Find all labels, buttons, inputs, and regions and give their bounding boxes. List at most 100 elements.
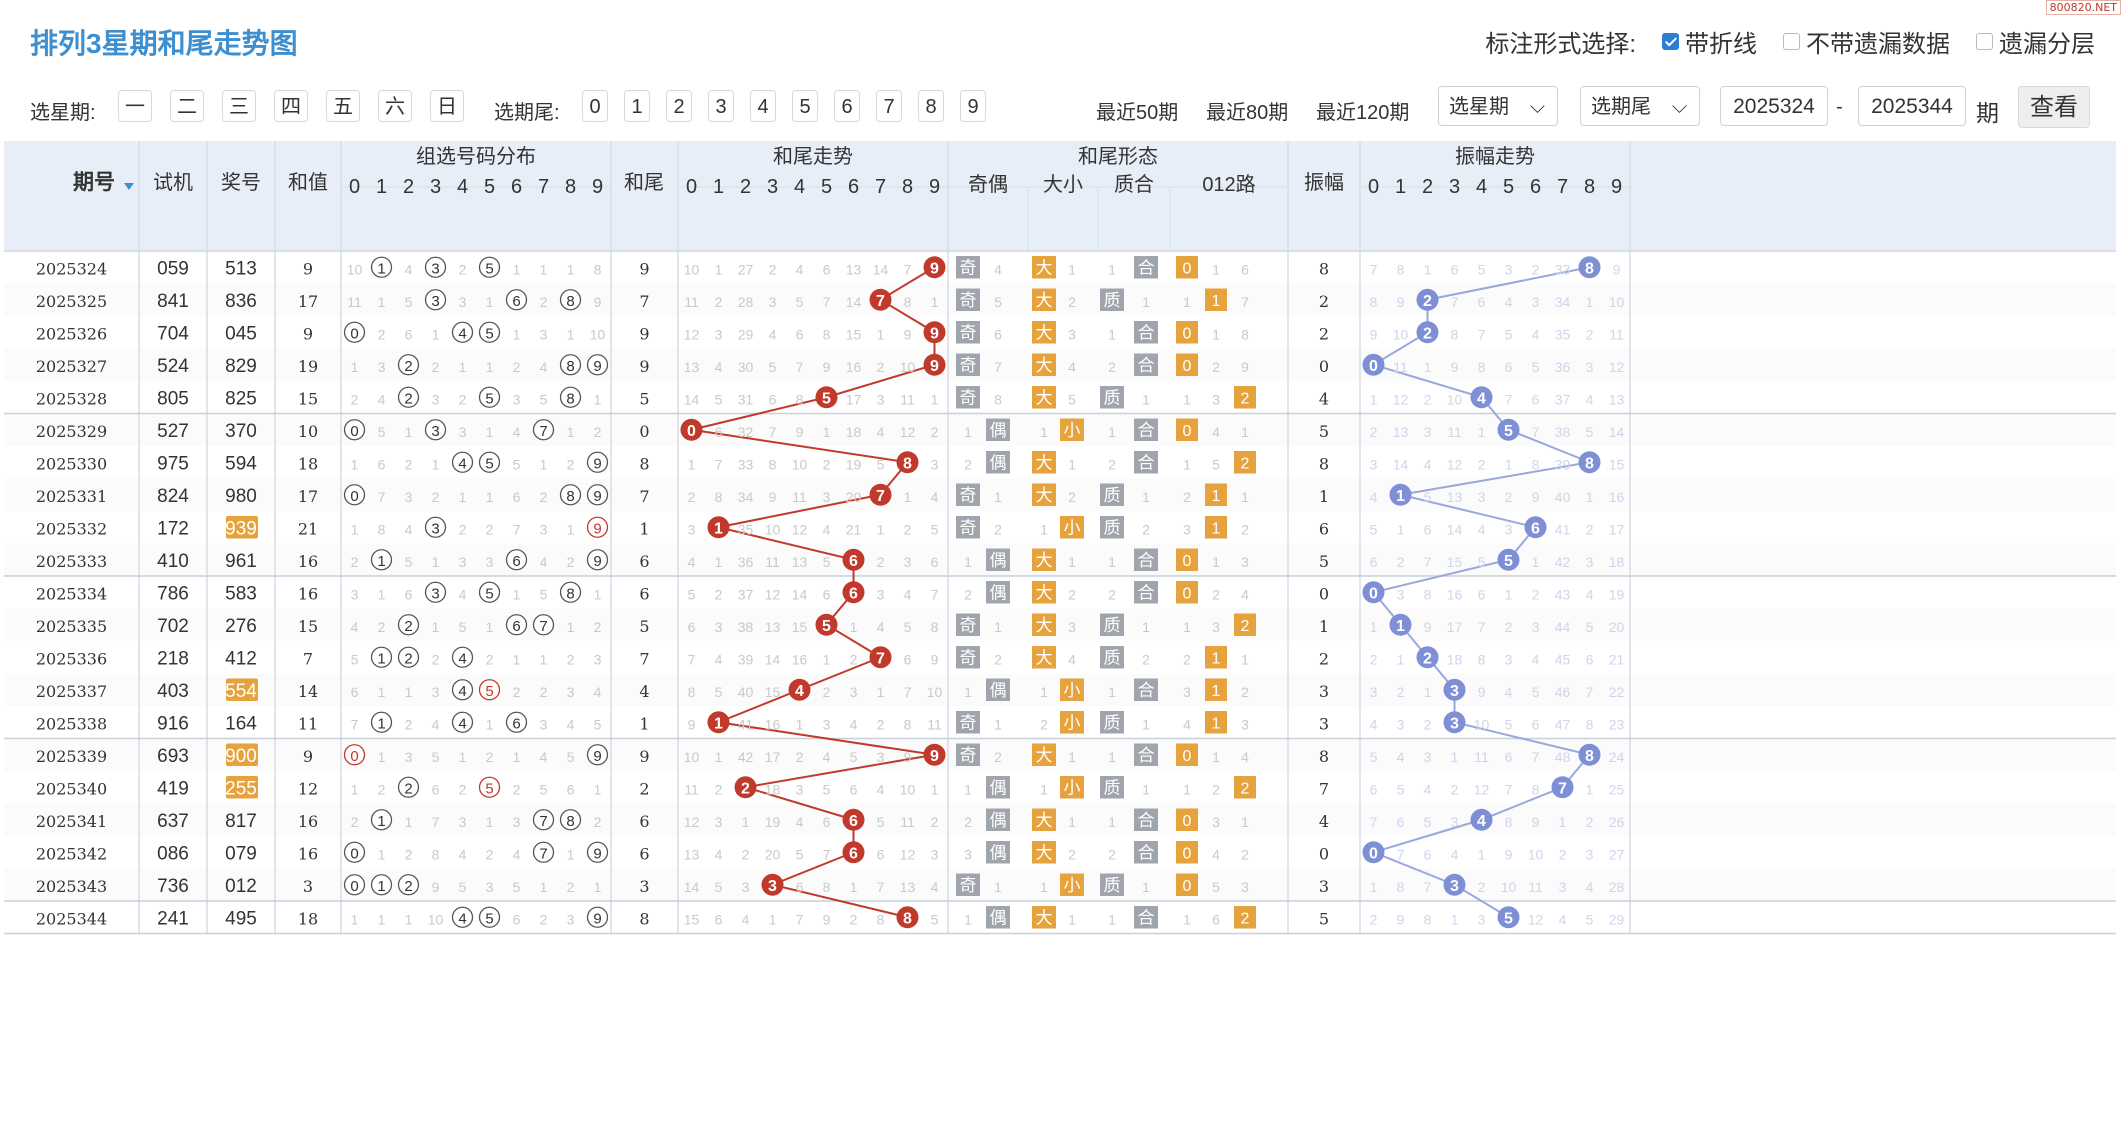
tail-trend-ball (707, 516, 730, 539)
amplitude-trend-ball-digit: 8 (1585, 260, 1594, 277)
view-button[interactable]: 查看 (2018, 86, 2090, 128)
option-polyline[interactable]: 带折线 (1662, 24, 1757, 59)
tail-trend-miss: 5 (904, 619, 912, 635)
amplitude-trend-miss: 18 (1609, 554, 1625, 570)
to-period-input[interactable]: 2025344 (1858, 86, 1966, 126)
big-small-miss: 3 (1068, 326, 1076, 342)
from-period-input[interactable]: 2025324 (1720, 86, 1828, 126)
amplitude-trend-ball-digit: 8 (1585, 748, 1594, 765)
checkbox-icon[interactable] (1662, 33, 1679, 50)
tail-trend-miss: 4 (877, 424, 885, 440)
prime-composite-miss: 2 (1108, 456, 1116, 472)
big-small-miss: 4 (1068, 651, 1076, 667)
tail-value-cell: 1 (639, 519, 649, 538)
prize-number-cell: 012 (225, 876, 257, 897)
range-dash: - (1836, 96, 1843, 118)
amplitude-trend-miss: 9 (1613, 261, 1621, 277)
tail-button-1[interactable]: 1 (624, 90, 650, 122)
amplitude-trend-ball-digit: 3 (1450, 878, 1459, 895)
amplitude-trend-ball-digit: 1 (1396, 618, 1405, 635)
amplitude-trend-miss: 28 (1609, 879, 1625, 895)
test-number-cell: 824 (157, 486, 189, 507)
tail-button-2[interactable]: 2 (666, 90, 692, 122)
tail-trend-miss: 2 (877, 359, 885, 375)
road-miss: 7 (1241, 294, 1249, 310)
tail-trend-miss: 9 (904, 326, 912, 342)
amplitude-trend-miss: 2 (1397, 554, 1405, 570)
select-week-dropdown[interactable]: 选星期 ⌵ (1438, 86, 1558, 126)
amplitude-trend-miss: 6 (1478, 586, 1486, 602)
tail-button-0[interactable]: 0 (582, 90, 608, 122)
amplitude-trend-miss: 1 (1586, 781, 1594, 797)
distribution-miss: 7 (432, 814, 440, 830)
tail-trend-miss: 2 (877, 554, 885, 570)
tail-trend-miss: 1 (931, 391, 939, 407)
distribution-hit-digit: 5 (485, 780, 493, 797)
tail-button-6[interactable]: 6 (834, 90, 860, 122)
prize-header: 奖号 (221, 171, 261, 194)
recent-80-link[interactable]: 最近80期 (1206, 102, 1289, 124)
tail-trend-miss: 42 (738, 749, 754, 765)
week-button-5[interactable]: 五 (326, 90, 360, 122)
distribution-hit (559, 354, 582, 376)
odd-even-miss: 1 (964, 781, 972, 797)
amplitude-trend-ball (1416, 321, 1439, 344)
tail-button-9[interactable]: 9 (960, 90, 986, 122)
amplitude-trend-ball-digit: 0 (1369, 585, 1378, 602)
week-button-2[interactable]: 二 (170, 90, 204, 122)
table-row (4, 836, 2116, 869)
option-no-missing[interactable]: 不带遗漏数据 (1783, 24, 1950, 59)
amplitude-trend-miss: 8 (1586, 716, 1594, 732)
tail-trend-miss: 12 (792, 521, 808, 537)
odd-even-miss: 1 (964, 684, 972, 700)
tail-button-3[interactable]: 3 (708, 90, 734, 122)
amplitude-trend-miss: 8 (1505, 814, 1513, 830)
recent-50-link[interactable]: 最近50期 (1096, 102, 1179, 124)
distribution-hit (397, 386, 420, 408)
tail-button-8[interactable]: 8 (918, 90, 944, 122)
tail-label: 选期尾: (494, 102, 560, 124)
road-miss: 4 (1241, 749, 1249, 765)
distribution-hit-digit: 3 (431, 585, 439, 602)
tail-trend-ball-digit: 2 (741, 780, 750, 797)
distribution-hit-digit: 8 (566, 358, 574, 375)
big-small-tag (1060, 516, 1084, 539)
tail-trend-miss: 13 (846, 261, 862, 277)
amplitude-trend-miss: 8 (1532, 456, 1540, 472)
week-button-4[interactable]: 四 (274, 90, 308, 122)
distribution-hit-digit: 8 (566, 585, 574, 602)
recent-120-link[interactable]: 最近120期 (1316, 102, 1410, 124)
tail-button-4[interactable]: 4 (750, 90, 776, 122)
odd-even-tag (956, 386, 980, 409)
tail-trend-miss: 14 (792, 586, 808, 602)
big-small-miss: 2 (1068, 586, 1076, 602)
distribution-hit-digit: 0 (350, 488, 358, 505)
odd-even-miss: 1 (964, 554, 972, 570)
checkbox-icon[interactable] (1783, 33, 1800, 50)
select-tail-dropdown[interactable]: 选期尾 ⌵ (1580, 86, 1700, 126)
option-missing-layer[interactable]: 遗漏分层 (1976, 24, 2095, 59)
chevron-down-icon: ⌵ (1529, 96, 1545, 118)
period-cell: 2025329 (36, 422, 107, 441)
checkbox-icon[interactable] (1976, 33, 1993, 50)
tail-button-5[interactable]: 5 (792, 90, 818, 122)
tail-trend-miss: 6 (715, 424, 723, 440)
tail-button-7[interactable]: 7 (876, 90, 902, 122)
distribution-hit (397, 614, 420, 636)
big-small-miss: 5 (1068, 391, 1076, 407)
odd-even-miss: 1 (964, 424, 972, 440)
tail-trend-miss: 7 (877, 879, 885, 895)
tail-trend-miss: 14 (873, 261, 889, 277)
week-button-6[interactable]: 六 (378, 90, 412, 122)
tail-trend-miss: 1 (850, 619, 858, 635)
week-button-3[interactable]: 三 (222, 90, 256, 122)
amplitude-trend-ball (1470, 386, 1493, 409)
week-button-7[interactable]: 日 (430, 90, 464, 122)
week-button-1[interactable]: 一 (118, 90, 152, 122)
amplitude-trend-miss: 6 (1370, 781, 1378, 797)
amplitude-trend-miss: 9 (1478, 684, 1486, 700)
prize-number-cell: 961 (225, 551, 257, 572)
road-tag (1176, 418, 1198, 441)
tail-trend-ball (815, 613, 838, 636)
tail-trend-miss: 8 (823, 879, 831, 895)
